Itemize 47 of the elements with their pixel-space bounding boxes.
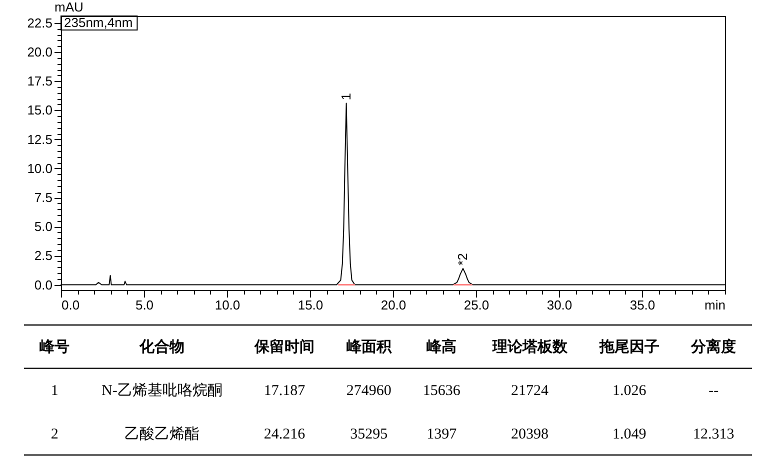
y-tick-label: 12.5 — [27, 132, 52, 147]
text: 12.313 — [693, 426, 734, 442]
x-tick-label: 0.0 — [62, 298, 80, 312]
text: 乙酸乙烯酯 — [124, 425, 200, 442]
category-label: 峰面积 — [346, 338, 392, 356]
y-tick-label: 7.5 — [34, 190, 52, 206]
category-label: 拖尾因子 — [598, 338, 660, 356]
text: 1.026 — [612, 383, 647, 399]
annotation: 235nm,4nm — [64, 15, 133, 30]
y-tick-label: 0.0 — [34, 277, 52, 292]
annotation: *2 — [454, 253, 470, 266]
x-tick-label: 20.0 — [380, 298, 406, 312]
x-axis-title: min — [704, 298, 726, 312]
category-label: 理论塔板数 — [491, 338, 568, 356]
text: 2 — [50, 426, 58, 442]
x-tick-label: 35.0 — [630, 298, 656, 312]
text: 21724 — [511, 383, 550, 399]
text: 1.049 — [612, 426, 646, 442]
text: 1 — [50, 383, 58, 399]
annotation: 1 — [338, 93, 354, 100]
x-tick-label: 10.0 — [214, 298, 240, 312]
text: 24.216 — [264, 426, 306, 442]
y-tick-label: 15.0 — [27, 102, 52, 118]
category-label: 分离度 — [690, 338, 736, 356]
x-tick-label: 5.0 — [135, 298, 154, 312]
x-tick-label: 25.0 — [464, 298, 490, 312]
category-label: 保留时间 — [254, 338, 315, 356]
category-label: 化合物 — [138, 338, 184, 356]
text: 15636 — [422, 383, 461, 399]
y-tick-label: 20.0 — [27, 44, 52, 60]
category-label: 峰高 — [426, 338, 457, 356]
text: 17.187 — [264, 383, 306, 399]
text: -- — [708, 383, 719, 399]
x-tick-label: 30.0 — [546, 298, 572, 312]
text: N-乙烯基吡咯烷酮 — [102, 382, 222, 399]
text: 20398 — [511, 426, 549, 442]
y-axis-title: mAU — [54, 0, 84, 14]
x-tick-label: 15.0 — [298, 298, 324, 312]
y-tick-label: 2.5 — [34, 248, 52, 264]
category-label: 峰号 — [40, 338, 70, 356]
text: 1397 — [426, 426, 458, 442]
text: 35295 — [350, 426, 388, 442]
y-tick-label: 10.0 — [27, 160, 52, 176]
y-tick-label: 22.5 — [27, 15, 52, 30]
y-tick-label: 17.5 — [27, 74, 52, 89]
text: 274960 — [346, 383, 392, 399]
y-tick-label: 5.0 — [34, 219, 52, 234]
